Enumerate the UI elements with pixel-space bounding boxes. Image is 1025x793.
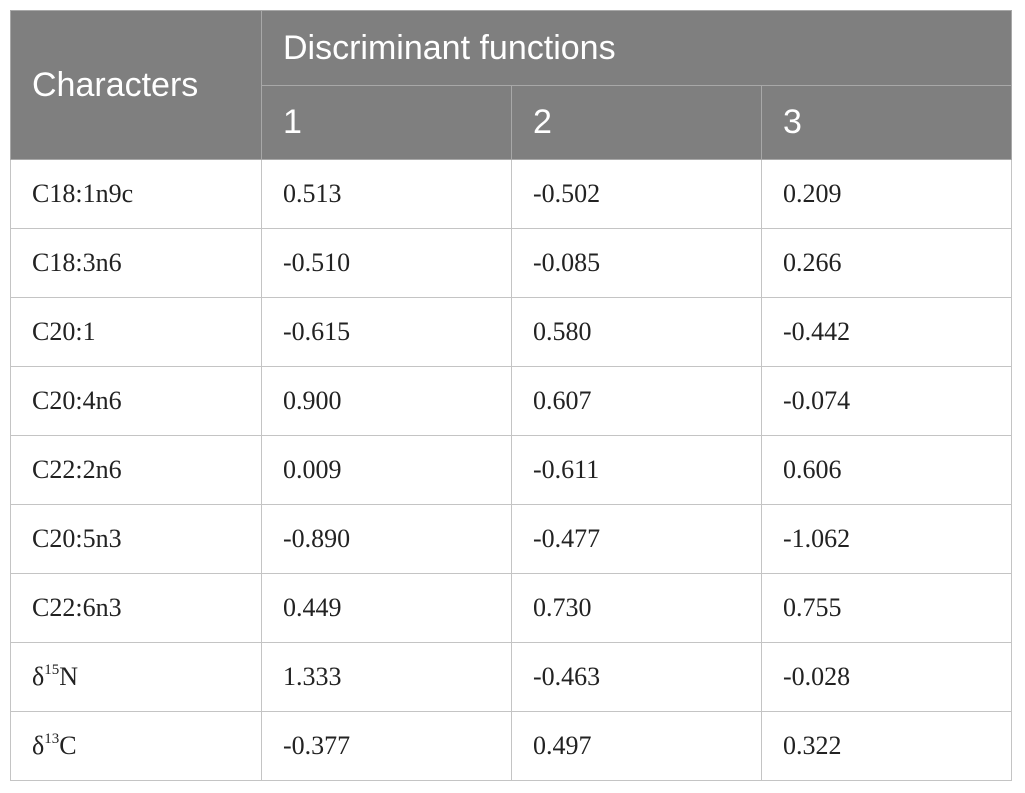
header-row-2: 1 2 3 — [11, 85, 1012, 160]
function-3-cell: 0.755 — [761, 573, 1012, 643]
character-cell: C18:3n6 — [10, 228, 262, 298]
character-cell: C22:2n6 — [10, 435, 262, 505]
function-3-cell: -0.074 — [761, 366, 1012, 436]
isotope-mass-number: 13 — [44, 731, 60, 747]
function-1-cell: -0.510 — [261, 228, 512, 298]
function-2-cell: -0.463 — [511, 642, 762, 712]
character-cell: δ13C — [10, 711, 262, 781]
header-discriminant-functions: Discriminant functions — [261, 10, 1012, 86]
table-row: C22:6n3 0.449 0.730 0.755 — [10, 573, 1012, 643]
function-1-cell: 0.900 — [261, 366, 512, 436]
discriminant-table-container: Characters Discriminant functions 1 2 3 … — [10, 10, 1012, 781]
header-function-3: 3 — [761, 85, 1012, 160]
table-row: C20:4n6 0.900 0.607 -0.074 — [10, 366, 1012, 436]
function-2-cell: -0.477 — [511, 504, 762, 574]
delta-symbol: δ — [32, 662, 45, 691]
character-cell: C18:1n9c — [10, 159, 262, 229]
function-3-cell: -0.442 — [761, 297, 1012, 367]
function-2-cell: 0.730 — [511, 573, 762, 643]
function-3-cell: 0.606 — [761, 435, 1012, 505]
function-2-cell: 0.580 — [511, 297, 762, 367]
header-characters: Characters — [10, 10, 262, 160]
function-1-cell: -0.377 — [261, 711, 512, 781]
function-1-cell: 0.513 — [261, 159, 512, 229]
function-2-cell: -0.085 — [511, 228, 762, 298]
table-row: δ13C -0.377 0.497 0.322 — [10, 711, 1012, 781]
table-row: δ15N 1.333 -0.463 -0.028 — [10, 642, 1012, 712]
discriminant-functions-table: Characters Discriminant functions 1 2 3 … — [10, 10, 1012, 781]
header-function-2: 2 — [511, 85, 762, 160]
table-row: C20:1 -0.615 0.580 -0.442 — [10, 297, 1012, 367]
function-3-cell: -1.062 — [761, 504, 1012, 574]
character-cell: C22:6n3 — [10, 573, 262, 643]
header-row-1: Characters Discriminant functions — [10, 10, 1012, 160]
function-3-cell: -0.028 — [761, 642, 1012, 712]
function-3-cell: 0.266 — [761, 228, 1012, 298]
function-1-cell: 0.449 — [261, 573, 512, 643]
function-1-cell: -0.615 — [261, 297, 512, 367]
function-3-cell: 0.322 — [761, 711, 1012, 781]
function-1-cell: 1.333 — [261, 642, 512, 712]
function-3-cell: 0.209 — [761, 159, 1012, 229]
character-cell: C20:4n6 — [10, 366, 262, 436]
isotope-element: N — [59, 662, 79, 691]
isotope-mass-number: 15 — [44, 662, 60, 678]
table-row: C20:5n3 -0.890 -0.477 -1.062 — [10, 504, 1012, 574]
character-cell: δ15N — [10, 642, 262, 712]
table-row: C22:2n6 0.009 -0.611 0.606 — [10, 435, 1012, 505]
delta-symbol: δ — [32, 731, 45, 760]
table-row: C18:3n6 -0.510 -0.085 0.266 — [10, 228, 1012, 298]
table-body: C18:1n9c 0.513 -0.502 0.209 C18:3n6 -0.5… — [10, 159, 1012, 781]
function-1-cell: -0.890 — [261, 504, 512, 574]
character-cell: C20:5n3 — [10, 504, 262, 574]
header-function-1: 1 — [261, 85, 512, 160]
function-2-cell: 0.607 — [511, 366, 762, 436]
table-row: C18:1n9c 0.513 -0.502 0.209 — [10, 159, 1012, 229]
function-1-cell: 0.009 — [261, 435, 512, 505]
character-cell: C20:1 — [10, 297, 262, 367]
function-2-cell: 0.497 — [511, 711, 762, 781]
isotope-element: C — [59, 731, 77, 760]
function-2-cell: -0.611 — [511, 435, 762, 505]
table-header: Characters Discriminant functions 1 2 3 — [10, 10, 1012, 160]
function-2-cell: -0.502 — [511, 159, 762, 229]
